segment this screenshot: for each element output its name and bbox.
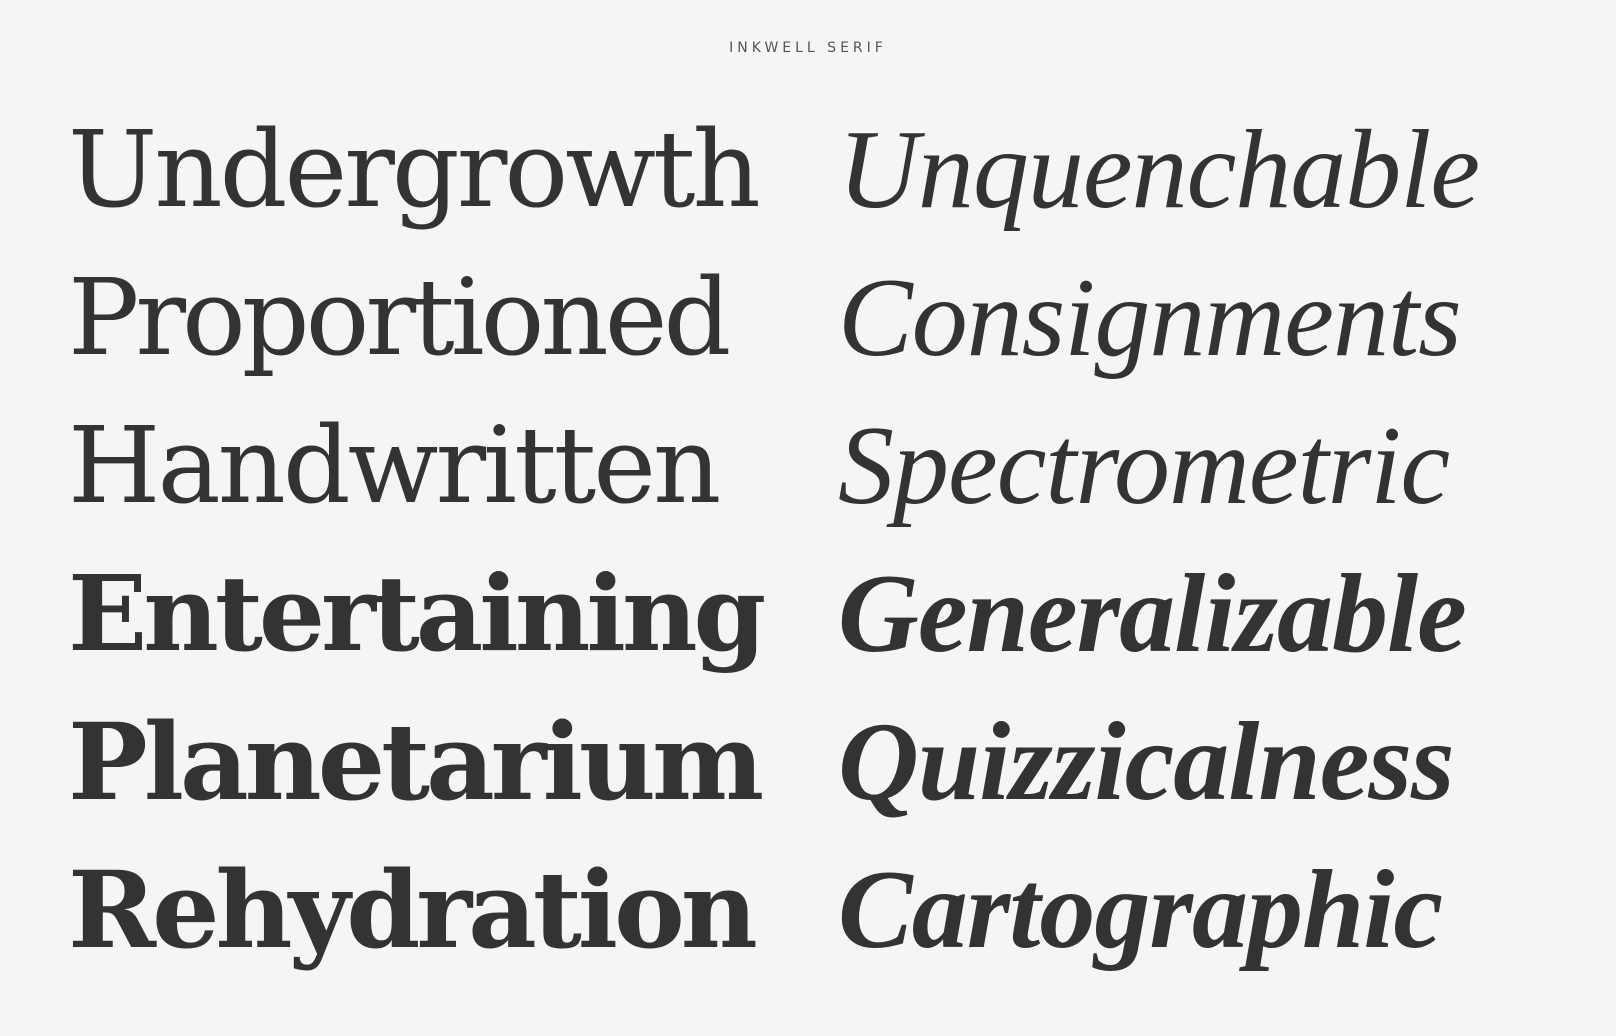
page-title: INKWELL SERIF [729, 40, 887, 56]
specimen-row-5: Planetarium Quizzicalness [0, 688, 1616, 836]
specimen-word-roman-regular: Handwritten [68, 404, 721, 527]
specimen-word-italic-bold: Quizzicalness [838, 700, 1455, 824]
specimen-word-italic-black: Cartographic [838, 848, 1443, 972]
specimen-word-roman-light: Proportioned [68, 256, 731, 379]
specimen-word-italic-thin: Unquenchable [838, 108, 1480, 232]
type-specimen-grid: Undergrowth Unquenchable Proportioned Co… [0, 96, 1616, 984]
specimen-word-italic-light: Consignments [838, 256, 1462, 380]
specimen-word-roman-black: Rehydration [68, 847, 758, 972]
specimen-row-1: Undergrowth Unquenchable [0, 96, 1616, 244]
specimen-row-2: Proportioned Consignments [0, 244, 1616, 392]
specimen-word-italic-medium: Generalizable [838, 552, 1467, 676]
specimen-row-4: Entertaining Generalizable [0, 540, 1616, 688]
specimen-row-3: Handwritten Spectrometric [0, 392, 1616, 540]
specimen-word-roman-thin: Undergrowth [68, 108, 761, 231]
specimen-word-roman-bold: Planetarium [68, 699, 764, 824]
specimen-word-italic-regular: Spectrometric [838, 404, 1450, 528]
specimen-word-roman-medium: Entertaining [68, 552, 766, 675]
specimen-row-6: Rehydration Cartographic [0, 836, 1616, 984]
